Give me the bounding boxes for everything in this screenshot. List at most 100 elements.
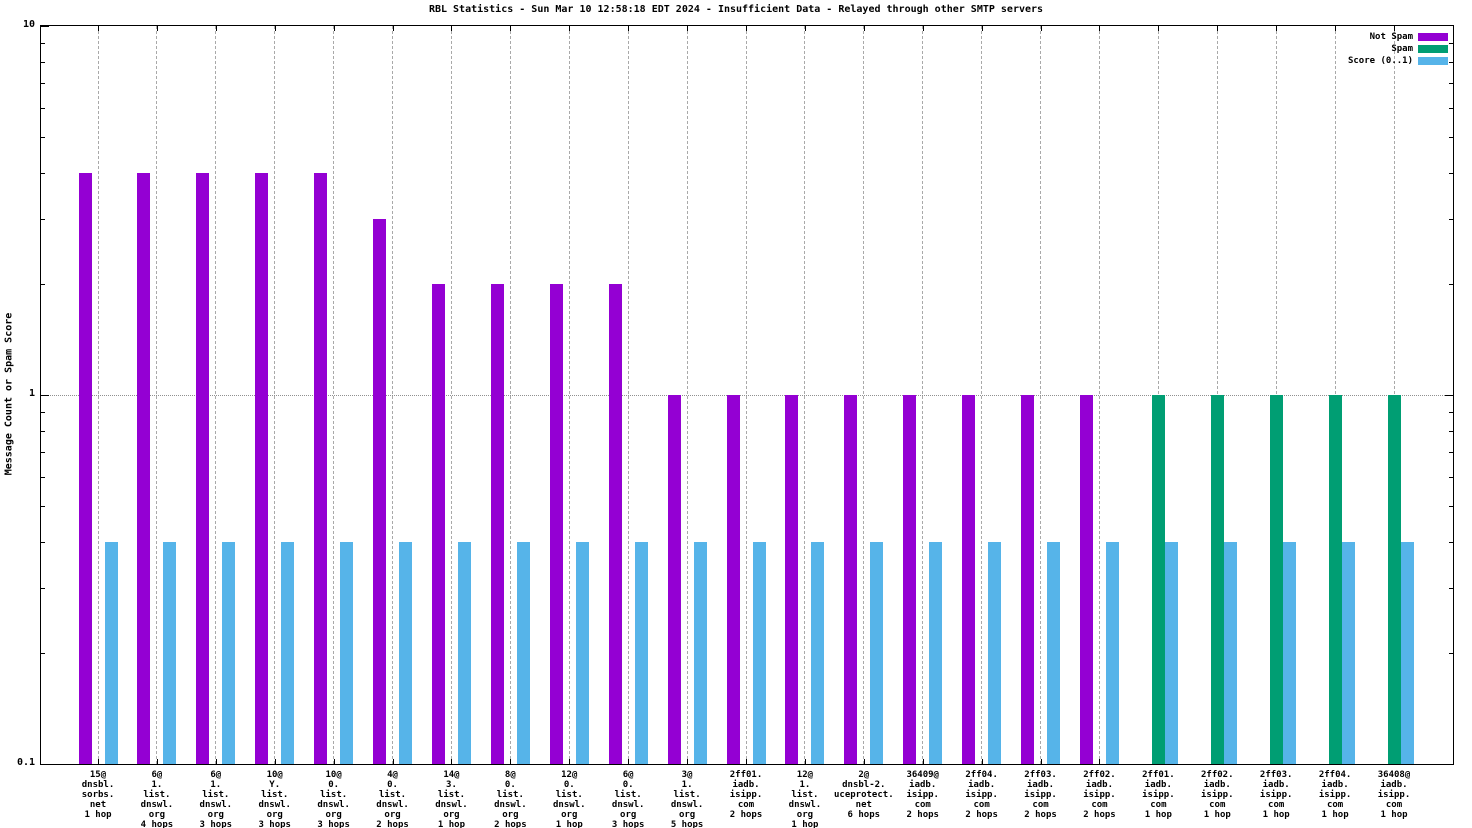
x-axis-label-line: 2ff04.	[965, 770, 998, 780]
x-axis-label-line: 1 hop	[1321, 810, 1349, 820]
x-axis-label-line: list.	[496, 790, 524, 800]
x-axis-label-line: org	[384, 810, 401, 820]
x-axis-category-label: 6@ 1. list. dnswl. org 3 hops	[200, 770, 233, 828]
x-axis-label-line: com	[1268, 800, 1285, 810]
bar-score	[1282, 541, 1296, 764]
y-axis-tick	[1449, 411, 1453, 413]
y-axis-tick	[41, 107, 45, 109]
bar-not-spam	[314, 172, 328, 764]
x-axis-label-line: 2ff03.	[1024, 770, 1057, 780]
bar-score	[752, 541, 766, 764]
x-axis-label-line: dnswl.	[258, 800, 291, 810]
x-axis-tick-bottom	[628, 759, 630, 764]
x-axis-category-label: 2ff02. iadb. isipp. com 2 hops	[1083, 770, 1116, 820]
x-axis-label-line: dnswl.	[435, 800, 468, 810]
bar-not-spam	[1079, 395, 1093, 764]
x-axis-label-line: iadb.	[1085, 780, 1113, 790]
x-axis-label-line: list.	[202, 790, 230, 800]
x-axis-label-line: com	[1385, 800, 1403, 810]
x-axis-label-line: com	[737, 800, 755, 810]
y-axis-tick	[41, 411, 45, 413]
x-axis-label-line: org	[796, 810, 814, 820]
x-axis-label-line: 6@	[210, 770, 222, 780]
x-axis-label-line: iadb.	[1321, 780, 1349, 790]
y-axis-tick	[41, 395, 49, 396]
x-axis-label-line: net	[89, 800, 107, 810]
legend-swatch-spam-icon	[1418, 45, 1448, 53]
x-axis-label-line: org	[325, 810, 342, 820]
bar-score	[222, 541, 236, 764]
y-axis-tick	[41, 452, 45, 454]
bar-not-spam	[137, 172, 151, 764]
bar-spam	[1269, 395, 1283, 764]
x-axis-label-line: com	[1091, 800, 1108, 810]
x-axis-label-line: 2@	[858, 770, 870, 780]
x-gridline	[97, 26, 99, 764]
x-gridline	[1040, 26, 1042, 764]
x-axis-label-line: dnsbl.	[81, 780, 115, 790]
x-axis-tick-bottom	[1040, 759, 1042, 764]
x-axis-tick-bottom	[569, 759, 571, 764]
x-gridline	[274, 26, 276, 764]
bar-not-spam	[549, 283, 563, 764]
x-axis-label-line: dnswl.	[670, 800, 704, 810]
x-axis-label-line: dnswl.	[553, 800, 586, 810]
x-axis-label-line: 4@	[387, 770, 398, 780]
x-axis-label-line: 12@	[796, 770, 814, 780]
x-axis-category-label: 2ff03. iadb. isipp. com 1 hop	[1260, 770, 1293, 820]
x-axis-tick-top	[569, 26, 571, 31]
y-axis-tick	[1449, 506, 1453, 508]
x-axis-tick-bottom	[746, 759, 747, 764]
x-axis-label-line: com	[973, 800, 990, 810]
bar-not-spam	[962, 395, 976, 764]
x-axis-label-line: org	[502, 810, 519, 820]
y-axis-tick	[1449, 107, 1453, 109]
x-axis-label-line: 0.	[328, 780, 340, 790]
x-axis-label-line: list.	[791, 790, 819, 800]
y-axis-tick	[41, 218, 45, 220]
x-axis-category-label: 2ff04. iadb. isipp. com 2 hops	[965, 770, 998, 820]
x-axis-category-label: 3@ 1. list. dnswl. org 5 hops	[671, 770, 704, 828]
x-axis-label-line: 36408@	[1377, 770, 1411, 780]
x-axis-label-line: 10@	[325, 770, 342, 780]
y-axis-tick	[41, 587, 45, 589]
x-axis-tick-top	[392, 26, 394, 31]
x-axis-label-line: list.	[614, 790, 642, 800]
bar-score	[1105, 541, 1119, 764]
x-axis-tick-top	[451, 26, 453, 31]
x-axis-label-line: 0.	[504, 780, 516, 790]
chart-title: RBL Statistics - Sun Mar 10 12:58:18 EDT…	[428, 4, 1044, 15]
x-axis-label-line: dnswl.	[788, 800, 822, 810]
y-axis-tick	[1449, 172, 1453, 174]
legend-label-spam: Spam	[1391, 44, 1413, 54]
x-axis-tick-top	[1040, 26, 1042, 31]
legend-row-not-spam: Not Spam	[1348, 31, 1448, 43]
bar-score	[104, 541, 118, 764]
bar-not-spam	[196, 172, 210, 764]
x-axis-label-line: isipp.	[965, 790, 998, 800]
x-axis-tick-top	[98, 26, 99, 31]
x-axis-label-line: 2ff03.	[1259, 770, 1293, 780]
legend-row-score: Score (0..1)	[1348, 55, 1448, 67]
x-axis-tick-top	[1335, 26, 1337, 31]
x-axis-category-label: 2@ dnsbl-2. uceprotect. net 6 hops	[834, 770, 894, 820]
bar-spam	[1210, 395, 1224, 764]
x-axis-label-line: 3 hops	[317, 820, 350, 828]
y-gridline-1	[41, 395, 1453, 396]
x-axis-label-line: 1.	[799, 780, 811, 790]
x-axis-label-line: 1 hop	[1380, 810, 1408, 820]
x-axis-tick-bottom	[274, 759, 276, 764]
y-axis-tick	[41, 764, 49, 765]
legend-swatch-not-spam-icon	[1418, 33, 1448, 41]
y-tick-label-0-1: 0.1	[16, 757, 35, 768]
bar-not-spam	[903, 395, 917, 764]
y-axis-tick	[41, 61, 45, 63]
x-axis-tick-top	[215, 26, 217, 31]
y-axis-tick	[41, 42, 45, 44]
legend-swatch-score-icon	[1418, 57, 1448, 65]
x-axis-tick-bottom	[392, 759, 394, 764]
x-axis-label-line: list.	[673, 790, 701, 800]
bar-score	[516, 541, 530, 764]
x-axis-tick-bottom	[863, 759, 865, 764]
